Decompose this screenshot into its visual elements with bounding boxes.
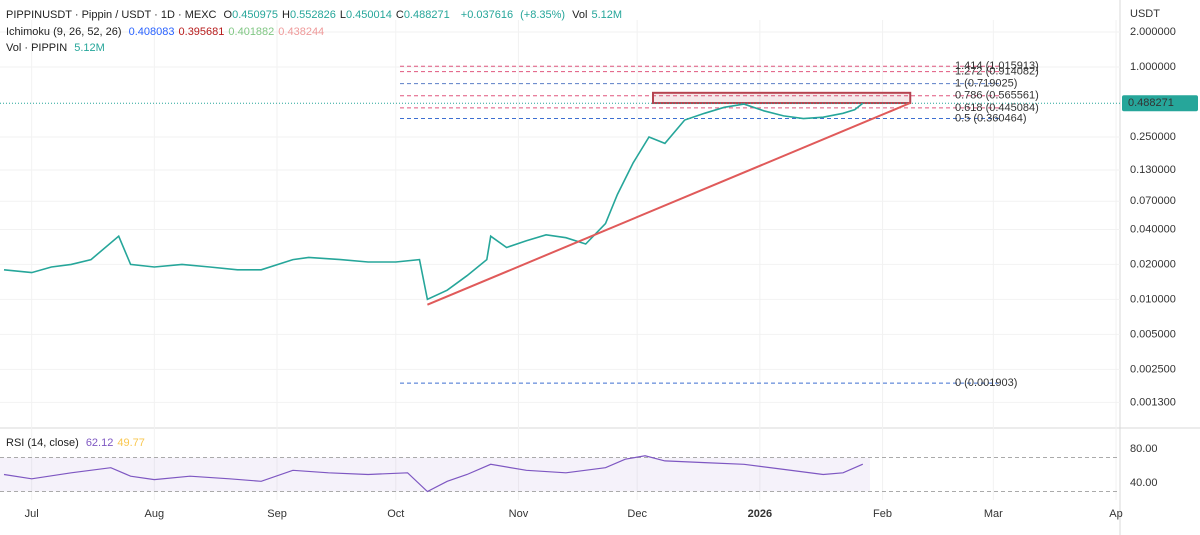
vol-value: 5.12M	[74, 42, 105, 54]
last-price-label: 0.488271	[1128, 97, 1174, 109]
rsi-value: 49.77	[117, 437, 145, 449]
ichimoku-name: Ichimoku (9, 26, 52, 26)	[6, 26, 122, 38]
vol-name: Vol · PIPPIN	[6, 42, 68, 54]
x-tick-label: Mar	[984, 508, 1003, 520]
x-tick-label: Aug	[145, 508, 165, 520]
fib-label: 0 (0.001903)	[955, 377, 1017, 389]
rsi-name: RSI (14, close)	[6, 437, 79, 449]
fib-label: 0.5 (0.360464)	[955, 112, 1027, 124]
volume: 5.12M	[591, 9, 623, 21]
ohlc-value: 0.488271	[403, 9, 450, 21]
fib-label: 0.786 (0.565561)	[955, 90, 1039, 102]
ichimoku-value: 0.395681	[178, 26, 225, 38]
volume-label: Vol	[572, 9, 588, 21]
ohlc-label: H	[282, 9, 290, 21]
ichimoku-row: Ichimoku (9, 26, 52, 26) 0.408083 0.39568…	[6, 26, 328, 38]
fib-label: 0.618 (0.445084)	[955, 102, 1039, 114]
price-line	[3, 102, 864, 301]
y-tick-label: 0.070000	[1130, 195, 1176, 207]
rsi-row: RSI (14, close) 62.12 49.77	[6, 437, 149, 449]
y-tick-label: 0.040000	[1130, 223, 1176, 235]
currency-label: USDT	[1130, 8, 1160, 20]
y-tick-label: 0.130000	[1130, 164, 1176, 176]
change-pct: (+8.35%)	[520, 9, 566, 21]
rsi-tick-label: 80.00	[1130, 443, 1158, 455]
vol-row: Vol · PIPPIN 5.12M	[6, 42, 109, 54]
rsi-value: 62.12	[85, 437, 114, 449]
fib-label: 1.414 (1.015913)	[955, 60, 1039, 72]
y-tick-label: 0.001300	[1130, 396, 1176, 408]
y-tick-label: 1.000000	[1130, 61, 1176, 73]
price-axis-bg	[1120, 0, 1200, 535]
fib-label: 1.272 (0.914082)	[955, 65, 1039, 77]
y-tick-label: 0.010000	[1130, 293, 1176, 305]
y-tick-label: 0.250000	[1130, 131, 1176, 143]
last-price-tag	[1122, 95, 1198, 112]
y-tick-label: 0.020000	[1130, 258, 1176, 270]
ichimoku-value: 0.438244	[278, 26, 325, 38]
rsi-band	[0, 457, 870, 492]
rsi-line	[3, 455, 864, 493]
symbol-row: PIPPINUSDT · Pippin / USDT · 1D · MEXC O…	[6, 9, 626, 21]
y-tick-label: 0.005000	[1130, 328, 1176, 340]
change: +0.037616	[460, 9, 514, 21]
x-tick-label: Ap	[1109, 508, 1122, 520]
x-tick-label: Jul	[25, 508, 39, 520]
ohlc-label: O	[223, 9, 233, 21]
ichimoku-value: 0.401882	[228, 26, 275, 38]
ohlc-label: C	[395, 9, 404, 21]
y-tick-label: 0.002500	[1130, 363, 1176, 375]
x-tick-label: Feb	[873, 508, 892, 520]
x-tick-label: 2026	[748, 508, 772, 520]
ichimoku-value: 0.408083	[128, 26, 175, 38]
ohlc-label: L	[339, 9, 346, 21]
x-tick-label: Sep	[267, 508, 287, 520]
trendline	[427, 102, 911, 306]
ohlc-value: 0.450014	[345, 9, 392, 21]
rsi-tick-label: 40.00	[1130, 477, 1158, 489]
x-tick-label: Oct	[387, 508, 404, 520]
symbol-title: PIPPINUSDT · Pippin / USDT · 1D · MEXC	[6, 9, 217, 21]
fib-label: 1 (0.719025)	[955, 78, 1017, 90]
x-tick-label: Dec	[627, 508, 647, 520]
ohlc-value: 0.450975	[232, 9, 278, 21]
resistance-box	[652, 91, 912, 105]
x-tick-label: Nov	[509, 508, 529, 520]
ohlc-value: 0.552826	[289, 9, 336, 21]
y-tick-label: 2.000000	[1130, 26, 1176, 38]
ohlc: O0.450975 H0.552826 L0.450014 C0.488271	[224, 9, 454, 21]
